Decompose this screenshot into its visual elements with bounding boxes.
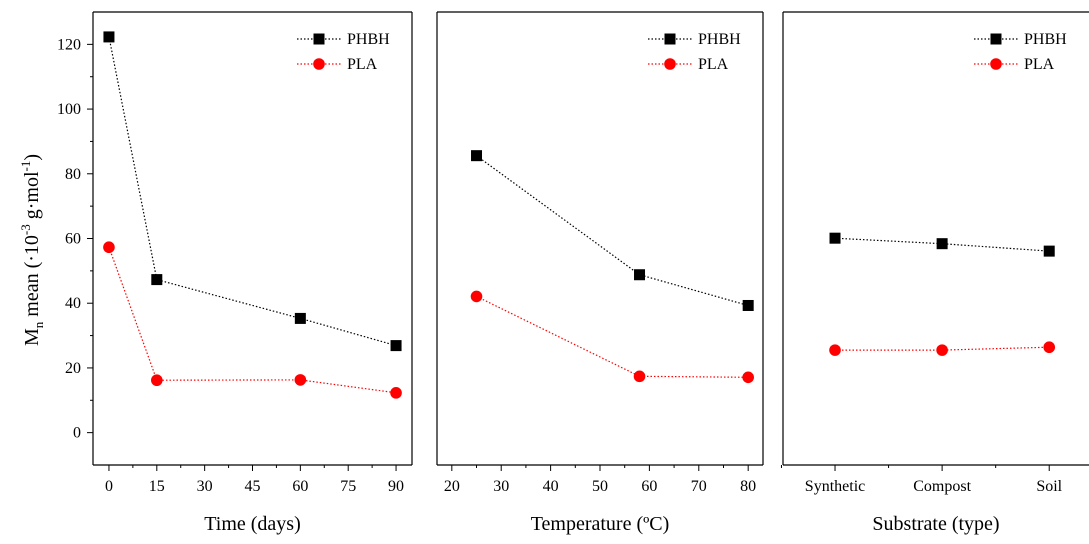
x-tick-label: 90: [388, 478, 404, 495]
x-tick-label: 0: [105, 478, 113, 495]
series-line-phbh: [476, 155, 749, 307]
data-point-pla: [936, 344, 948, 356]
x-tick-label: 30: [197, 478, 213, 495]
data-point-pla: [151, 374, 163, 387]
data-point-phbh: [1043, 245, 1055, 257]
legend-label-phbh: PHBH: [1024, 31, 1067, 48]
x-tick-label: 60: [292, 478, 308, 495]
x-tick-label: 80: [740, 478, 756, 495]
y-axis-title-exp2: -1: [18, 161, 33, 172]
x-axis-title: Time (days): [204, 513, 300, 535]
panel-1: 0 15 30 45 60 75 90 0 20 40 60 80 100 120 Time (days) P…: [57, 11, 413, 535]
y-tick-label: 60: [65, 231, 81, 248]
series-line-pla: [476, 295, 749, 378]
chart-panels: 0 15 30 45 60 75 90 0 20 40 60 80 100 120 Time (days) P…: [57, 11, 1089, 535]
x-tick-label: 20: [444, 478, 460, 495]
legend-marker-phbh: [313, 33, 325, 45]
data-point-pla: [633, 370, 646, 383]
x-tick-label: 15: [149, 478, 165, 495]
legend-label-phbh: PHBH: [698, 31, 741, 48]
data-point-pla: [1043, 341, 1056, 354]
data-point-phbh: [294, 312, 306, 324]
data-point-phbh: [742, 299, 754, 311]
x-tick-label: 50: [592, 478, 608, 495]
y-axis-title-sub: n: [31, 321, 46, 328]
legend-label-pla: PLA: [347, 56, 378, 73]
data-point-phbh: [471, 150, 483, 162]
x-tick-label: 45: [245, 478, 261, 495]
y-axis-title-main: M: [21, 328, 43, 346]
x-tick-label: 60: [641, 478, 657, 495]
y-tick-label: 0: [73, 425, 81, 442]
panel-2: 20 30 40 50 60 70 80 Temperature (ºC) PHBH PLA: [436, 11, 764, 535]
x-tick-label: 40: [543, 478, 559, 495]
legend-label-pla: PLA: [698, 56, 729, 73]
series-line-phbh: [834, 237, 1050, 252]
y-tick-label: 80: [65, 166, 81, 183]
legend-marker-pla: [664, 58, 676, 70]
series-line-pla: [835, 346, 1050, 351]
y-tick-label: 100: [57, 101, 81, 118]
data-point-phbh: [936, 238, 948, 250]
x-tick-label: Soil: [1036, 478, 1062, 495]
legend-label-phbh: PHBH: [347, 31, 390, 48]
legend-marker-pla: [990, 58, 1002, 70]
series-line-pla: [108, 246, 397, 394]
data-point-phbh: [829, 232, 841, 244]
y-axis-title-mid: g·mol: [21, 171, 43, 224]
x-tick-label: Compost: [913, 478, 971, 495]
x-tick-label: 30: [493, 478, 509, 495]
data-point-pla: [829, 344, 841, 356]
x-axis-title: Substrate (type): [872, 513, 999, 535]
legend-marker-pla: [313, 58, 325, 70]
data-point-pla: [742, 371, 754, 384]
data-point-phbh: [103, 31, 115, 43]
y-tick-label: 20: [65, 360, 81, 377]
y-axis-title-end: ): [21, 154, 43, 161]
data-point-pla: [103, 241, 115, 254]
data-point-phbh: [151, 274, 163, 286]
y-axis-title: Mn mean (·10-3 g·mol-1): [18, 154, 46, 346]
x-tick-label: 70: [691, 478, 707, 495]
data-point-phbh: [634, 269, 646, 281]
data-point-pla: [390, 387, 402, 399]
data-point-phbh: [390, 340, 402, 352]
legend-label-pla: PLA: [1024, 56, 1055, 73]
series-line-phbh: [108, 36, 397, 347]
x-tick-label: 75: [340, 478, 356, 495]
x-axis-title: Temperature (ºC): [531, 513, 670, 535]
x-tick-label: Synthetic: [805, 478, 865, 495]
legend-marker-phbh: [990, 33, 1002, 45]
data-point-pla: [470, 290, 483, 303]
data-point-pla: [294, 374, 307, 386]
y-axis-title-rest: mean (·10: [21, 235, 43, 322]
y-axis-title-exp1: -3: [18, 224, 33, 235]
legend-marker-phbh: [664, 33, 676, 45]
y-tick-label: 120: [57, 36, 81, 53]
y-tick-label: 40: [65, 295, 81, 312]
panel-3: Synthetic Compost Soil Substrate (type) PHBH…: [780, 11, 1089, 535]
